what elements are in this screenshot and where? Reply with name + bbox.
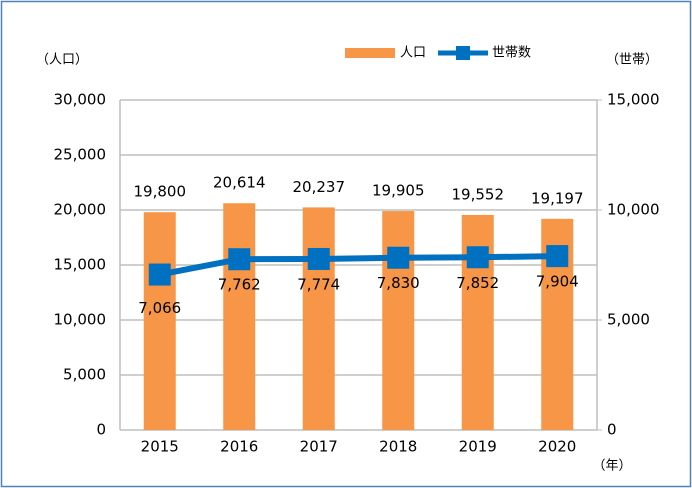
y2-tick-label: 0 [607,421,617,439]
line-marker [148,263,171,286]
line-value-label: 7,904 [536,273,579,291]
line-marker [466,246,489,269]
y-tick-label: 5,000 [63,366,106,384]
bar-value-label: 19,905 [372,182,425,200]
legend-label: 世帯数 [492,46,531,61]
x-tick-label: 2016 [220,438,258,456]
x-tick-label: 2019 [459,438,497,456]
y-tick-label: 10,000 [54,311,107,329]
bar-value-label: 19,800 [134,183,187,201]
bar [302,207,335,430]
y2-tick-label: 10,000 [607,201,660,219]
y2-tick-label: 15,000 [607,91,660,109]
legend-swatch [456,46,470,60]
x-tick-label: 2017 [300,438,338,456]
x-axis-label: （年） [592,459,631,474]
x-tick-label: 2018 [379,438,417,456]
line-marker [228,248,251,271]
y2-tick-label: 5,000 [607,311,650,329]
bar [382,211,415,430]
line-value-label: 7,830 [377,274,420,292]
y-tick-label: 20,000 [54,201,107,219]
line-marker [546,245,569,268]
line-marker [307,247,330,270]
legend-label: 人口 [400,46,426,61]
y-tick-label: 30,000 [54,91,107,109]
legend-swatch [345,48,395,58]
y-tick-label: 0 [96,421,106,439]
x-tick-label: 2015 [141,438,179,456]
line-marker [387,246,410,269]
line-value-label: 7,762 [218,276,261,294]
y-tick-label: 25,000 [54,146,107,164]
line-value-label: 7,774 [297,275,340,293]
line-value-label: 7,066 [138,299,181,317]
bar-value-label: 20,237 [293,178,346,196]
bar-value-label: 19,197 [531,189,584,207]
y2-axis-label: （世帯） [606,53,658,68]
y-axis-label: （人口） [36,53,88,68]
bar-value-label: 20,614 [213,174,266,192]
line-value-label: 7,852 [456,274,499,292]
y-tick-label: 15,000 [54,256,107,274]
bar [223,203,256,430]
bar [143,212,176,430]
x-tick-label: 2020 [538,438,576,456]
bar-value-label: 19,552 [452,185,505,203]
line [159,253,558,278]
